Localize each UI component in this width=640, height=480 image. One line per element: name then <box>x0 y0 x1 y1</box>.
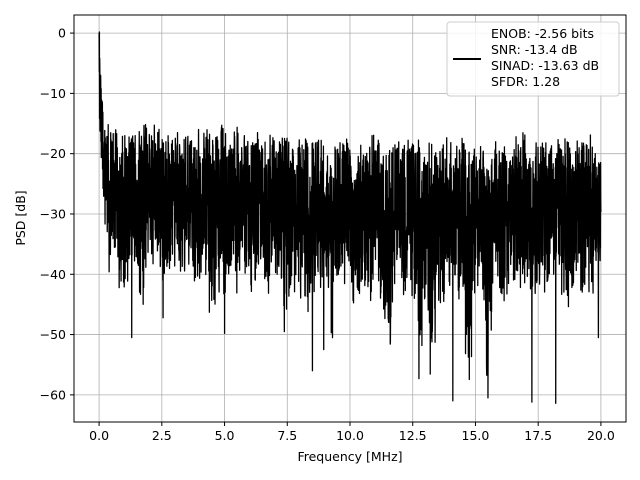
legend-snr: SNR: -13.4 dB <box>491 42 578 57</box>
x-tick-label: 5.0 <box>215 428 235 443</box>
x-tick-label: 17.5 <box>524 428 552 443</box>
legend-enob: ENOB: -2.56 bits <box>491 26 594 41</box>
x-tick-label: 15.0 <box>462 428 490 443</box>
series-psd <box>98 31 602 404</box>
y-tick-label: −20 <box>40 146 66 161</box>
psd-line <box>98 31 602 404</box>
y-tick-label: −50 <box>40 327 66 342</box>
x-tick-label: 20.0 <box>587 428 615 443</box>
legend-sinad: SINAD: -13.63 dB <box>491 58 599 73</box>
legend-sfdr: SFDR: 1.28 <box>491 74 560 89</box>
y-axis: 0 −10 −20 −30 −40 −50 −60 <box>40 26 74 402</box>
x-axis: 0.0 2.5 5.0 7.5 10.0 12.5 15.0 17.5 20.0 <box>89 422 615 443</box>
x-tick-label: 12.5 <box>399 428 427 443</box>
x-tick-label: 2.5 <box>152 428 172 443</box>
x-axis-label: Frequency [MHz] <box>297 449 402 464</box>
y-tick-label: −40 <box>40 267 66 282</box>
legend-box <box>446 21 620 97</box>
y-tick-label: −30 <box>40 206 66 221</box>
legend: ENOB: -2.56 bits SNR: -13.4 dB SINAD: -1… <box>446 21 620 97</box>
x-tick-label: 10.0 <box>336 428 364 443</box>
y-tick-label: −10 <box>40 86 66 101</box>
y-axis-label: PSD [dB] <box>13 190 28 245</box>
y-tick-label: 0 <box>58 26 66 41</box>
x-tick-label: 7.5 <box>277 428 297 443</box>
y-tick-label: −60 <box>40 387 66 402</box>
x-tick-label: 0.0 <box>89 428 109 443</box>
